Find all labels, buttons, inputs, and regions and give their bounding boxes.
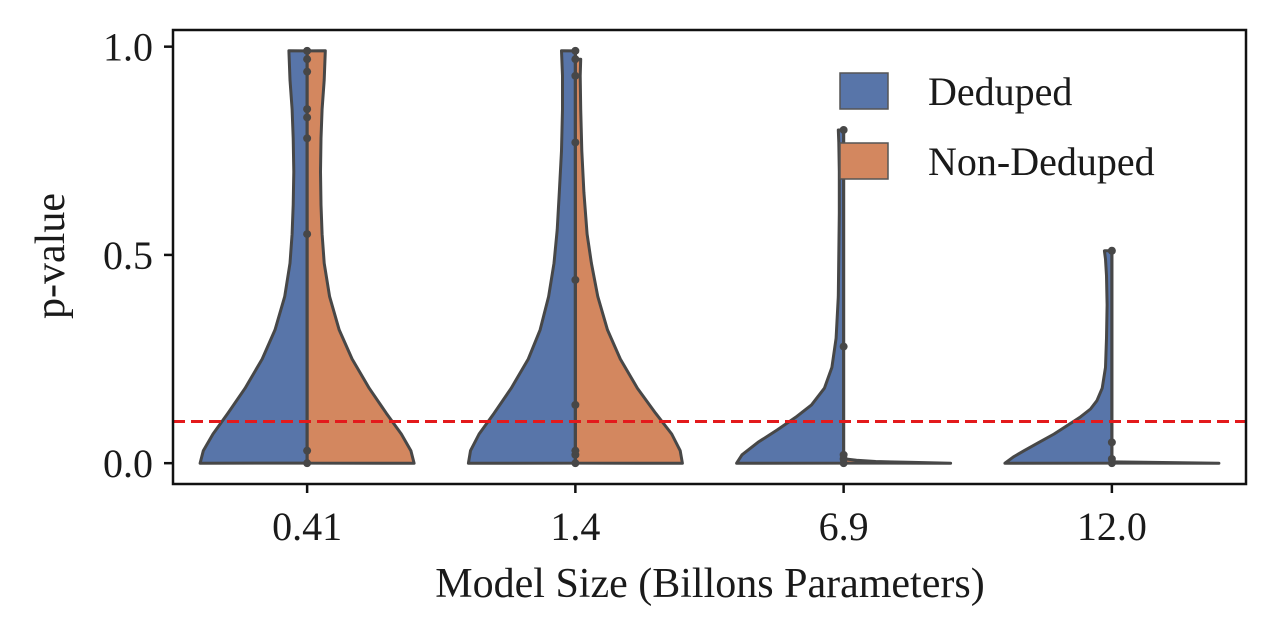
point-6-9-2 [839,450,848,459]
legend-label-deduped: Deduped [928,69,1072,114]
point-0-41-3 [303,134,312,143]
point-6-9-4 [839,125,848,134]
violin-non-deduped-0-41 [305,49,416,465]
violins-layer [198,49,1221,465]
point-0-41-6 [303,67,312,76]
violin-non-deduped-6-9 [842,457,953,465]
point-1-4-5 [571,138,580,147]
point-0-41-8 [303,46,312,55]
legend-label-non-deduped: Non-Deduped [928,139,1155,184]
point-0-41-4 [303,113,312,122]
point-1-4-3 [571,400,580,409]
legend-swatch-non-deduped [839,142,889,180]
point-0-41-7 [303,55,312,64]
point-12-0-3 [1107,246,1116,255]
y-tick-label-2: 1.0 [103,25,153,70]
legend: Deduped Non-Deduped [839,69,1155,184]
point-0-41-0 [303,459,312,468]
x-axis-label: Model Size (Billons Parameters) [435,561,984,607]
point-1-4-7 [571,55,580,64]
violin-deduped-0-41 [198,49,309,465]
violin-deduped-6-9 [735,128,846,465]
point-0-41-2 [303,230,312,239]
point-1-4-6 [571,71,580,80]
violin-deduped-1-4 [466,49,577,465]
axes-layer: 0.0 0.5 1.0 0.41 1.4 6.9 12.0 [103,25,1248,549]
point-1-4-4 [571,275,580,284]
point-12-0-1 [1107,455,1116,464]
x-tick-label-6-9: 6.9 [819,504,869,549]
x-tick-label-0-41: 0.41 [272,504,342,549]
point-1-4-8 [571,46,580,55]
y-axis-label: p-value [28,193,74,319]
violin-deduped-12-0 [1003,249,1114,465]
legend-swatch-deduped [839,72,889,110]
point-1-4-2 [571,446,580,455]
plot-frame [171,28,1248,486]
y-tick-label-1: 0.5 [103,233,153,278]
points-layer [303,46,1116,468]
y-tick-label-0: 0.0 [103,441,153,486]
x-tick-label-1-4: 1.4 [550,504,600,549]
x-tick-label-12-0: 12.0 [1077,504,1147,549]
point-0-41-1 [303,446,312,455]
violin-non-deduped-1-4 [573,57,684,465]
point-6-9-3 [839,342,848,351]
point-0-41-5 [303,105,312,114]
point-12-0-2 [1107,438,1116,447]
point-1-4-0 [571,459,580,468]
violin-non-deduped-12-0 [1110,460,1221,465]
